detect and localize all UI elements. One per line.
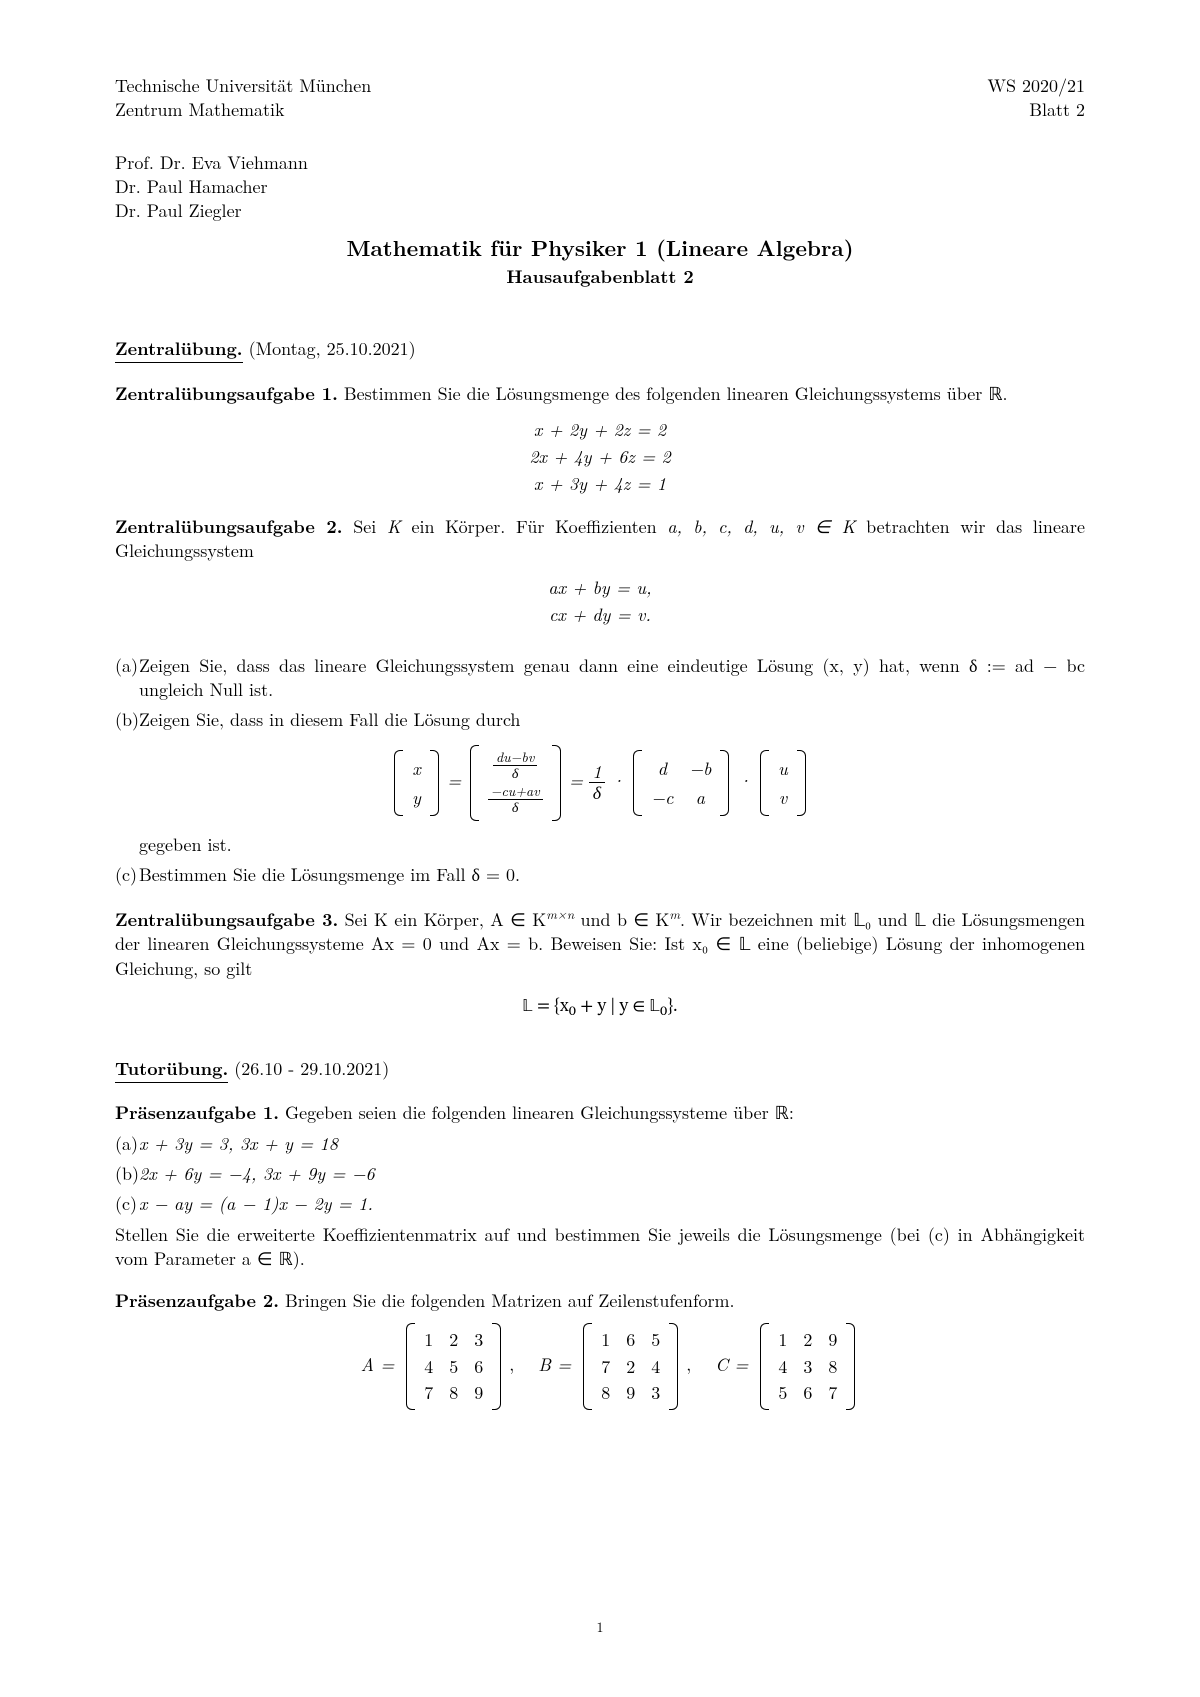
z1-eq3: x + 3y + 4z = 1	[115, 470, 1085, 497]
z1-eq1: x + 2y + 2z = 2	[115, 416, 1085, 443]
z2-b-eq: xy = du−bvδ −cu+avδ = 1 δ · d−b −ca · uv	[115, 747, 1085, 819]
p1-text: Gegeben seien die folgenden linearen Gle…	[285, 1100, 794, 1125]
z2-a: (a)Zeigen Sie, dass das lineare Gleichun…	[115, 654, 1085, 703]
title-main: Mathematik für Physiker 1 (Lineare Algeb…	[115, 233, 1085, 263]
frac-bot-1: δ	[493, 766, 537, 781]
tutor-heading: Tutorübung.	[115, 1056, 228, 1083]
tutor-section: Tutorübung. (26.10 - 29.10.2021)	[115, 1057, 1085, 1081]
z2-equations: ax + by = u, cx + dy = v.	[115, 574, 1085, 628]
p1-b: (b)2x + 6y = −4, 3x + 9y = −6	[115, 1162, 1085, 1186]
z2-K: K	[387, 514, 401, 539]
matrix-C: 129 438 567	[760, 1325, 855, 1408]
author-2: Dr. Paul Hamacher	[115, 175, 1085, 199]
zentral-task-3: Zentralübungsaufgabe 3. Sei K ein Körper…	[115, 905, 1085, 981]
p1-label: Präsenzaufgabe 1.	[115, 1100, 279, 1125]
z2-c-text: Bestimmen Sie die Lösungsmenge im Fall δ…	[139, 862, 520, 887]
praesenz-task-2: Präsenzaufgabe 2. Bringen Sie die folgen…	[115, 1289, 1085, 1313]
z3-label: Zentralübungsaufgabe 3.	[115, 907, 338, 932]
uv-0: u	[770, 754, 796, 783]
author-3: Dr. Paul Ziegler	[115, 199, 1085, 223]
semester: WS 2020/21	[987, 74, 1085, 98]
xy-0: x	[404, 754, 429, 783]
frac-bot-2: δ	[488, 800, 543, 815]
z2-eq1: ax + by = u,	[115, 574, 1085, 601]
p2-text: Bringen Sie die folgenden Matrizen auf Z…	[285, 1288, 735, 1313]
z2-b-text: Zeigen Sie, dass in diesem Fall die Lösu…	[139, 707, 520, 732]
praesenz-task-1: Präsenzaufgabe 1. Gegeben seien die folg…	[115, 1101, 1085, 1125]
eq-sign-2: =	[569, 767, 589, 792]
z1-text: Bestimmen Sie die Lösungsmenge des folge…	[344, 381, 1008, 406]
m10: −c	[643, 783, 681, 812]
xy-1: y	[404, 783, 429, 812]
tutor-date: (26.10 - 29.10.2021)	[234, 1056, 389, 1081]
matrix-uv: uv	[760, 752, 806, 814]
z3-eq: 𝕃 = {x₀ + y | y ∈ 𝕃₀}.	[115, 991, 1085, 1021]
z1-label: Zentralübungsaufgabe 1.	[115, 381, 338, 406]
zentral-heading: Zentralübung.	[115, 336, 243, 363]
z2-b-after: gegeben ist.	[115, 833, 1085, 857]
uv-1: v	[770, 783, 796, 812]
z2-label: Zentralübungsaufgabe 2.	[115, 514, 343, 539]
one-den: δ	[589, 783, 604, 803]
m00: d	[643, 754, 681, 783]
z2-b-label: (b)	[115, 708, 139, 732]
z2-c-label: (c)	[115, 863, 139, 887]
matrix-A: 123 456 789	[406, 1325, 501, 1408]
one-over-delta: 1 δ	[589, 762, 604, 803]
title-sub: Hausaufgabenblatt 2	[115, 265, 1085, 289]
title-block: Mathematik für Physiker 1 (Lineare Algeb…	[115, 233, 1085, 289]
matrix-xy: xy	[394, 752, 439, 814]
dot-1: ·	[611, 767, 631, 792]
matrix-2x2: d−b −ca	[633, 752, 729, 814]
p1-a: (a)x + 3y = 3, 3x + y = 18	[115, 1132, 1085, 1156]
z2-coeffs: a, b, c, d, u, v ∈ K	[667, 514, 855, 539]
A-label: A =	[361, 1352, 395, 1377]
zentral-task-2: Zentralübungsaufgabe 2. Sei K ein Körper…	[115, 515, 1085, 564]
page-number: 1	[0, 1618, 1200, 1637]
matrix-frac: du−bvδ −cu+avδ	[470, 747, 561, 819]
comma-2: ,	[686, 1352, 697, 1377]
zentral-task-1: Zentralübungsaufgabe 1. Bestimmen Sie di…	[115, 382, 1085, 406]
dot-2: ·	[738, 767, 758, 792]
matrix-B: 165 724 893	[583, 1325, 678, 1408]
z2-text-pre: Sei	[353, 514, 387, 539]
page: Technische Universität München Zentrum M…	[0, 0, 1200, 1697]
zentral-section: Zentralübung. (Montag, 25.10.2021)	[115, 337, 1085, 361]
p2-matrices: A = 123 456 789 , B = 165 724 893 , C = …	[115, 1325, 1085, 1408]
z2-b: (b)Zeigen Sie, dass in diesem Fall die L…	[115, 708, 1085, 732]
eq-sign-1: =	[447, 767, 467, 792]
z2-eq2: cx + dy = v.	[115, 601, 1085, 628]
author-1: Prof. Dr. Eva Viehmann	[115, 151, 1085, 175]
z2-text-mid: ein Körper. Für Koeffizienten	[401, 514, 668, 539]
p1-c: (c)x − ay = (a − 1)x − 2y = 1.	[115, 1192, 1085, 1216]
z1-equations: x + 2y + 2z = 2 2x + 4y + 6z = 2 x + 3y …	[115, 416, 1085, 497]
C-label: C =	[715, 1352, 748, 1377]
z2-a-label: (a)	[115, 654, 139, 678]
m01: −b	[681, 754, 719, 783]
p2-label: Präsenzaufgabe 2.	[115, 1288, 279, 1313]
z2-c: (c)Bestimmen Sie die Lösungsmenge im Fal…	[115, 863, 1085, 887]
header-right: WS 2020/21 Blatt 2	[987, 74, 1085, 123]
comma-1: ,	[509, 1352, 520, 1377]
university: Technische Universität München	[115, 74, 371, 98]
z2-a-text: Zeigen Sie, dass das lineare Gleichungss…	[139, 653, 1085, 702]
p1-after: Stellen Sie die erweiterte Koeffizienten…	[115, 1223, 1085, 1272]
header-left: Technische Universität München Zentrum M…	[115, 74, 371, 123]
sheet: Blatt 2	[987, 98, 1085, 122]
z3-eq-text: 𝕃 = {x₀ + y | y ∈ 𝕃₀}.	[522, 998, 677, 1016]
B-label: B =	[538, 1352, 571, 1377]
zentral-date: (Montag, 25.10.2021)	[249, 336, 416, 361]
m11: a	[681, 783, 719, 812]
header-row: Technische Universität München Zentrum M…	[115, 74, 1085, 123]
z1-eq2: 2x + 4y + 6z = 2	[115, 443, 1085, 470]
authors: Prof. Dr. Eva Viehmann Dr. Paul Hamacher…	[115, 151, 1085, 224]
department: Zentrum Mathematik	[115, 98, 371, 122]
